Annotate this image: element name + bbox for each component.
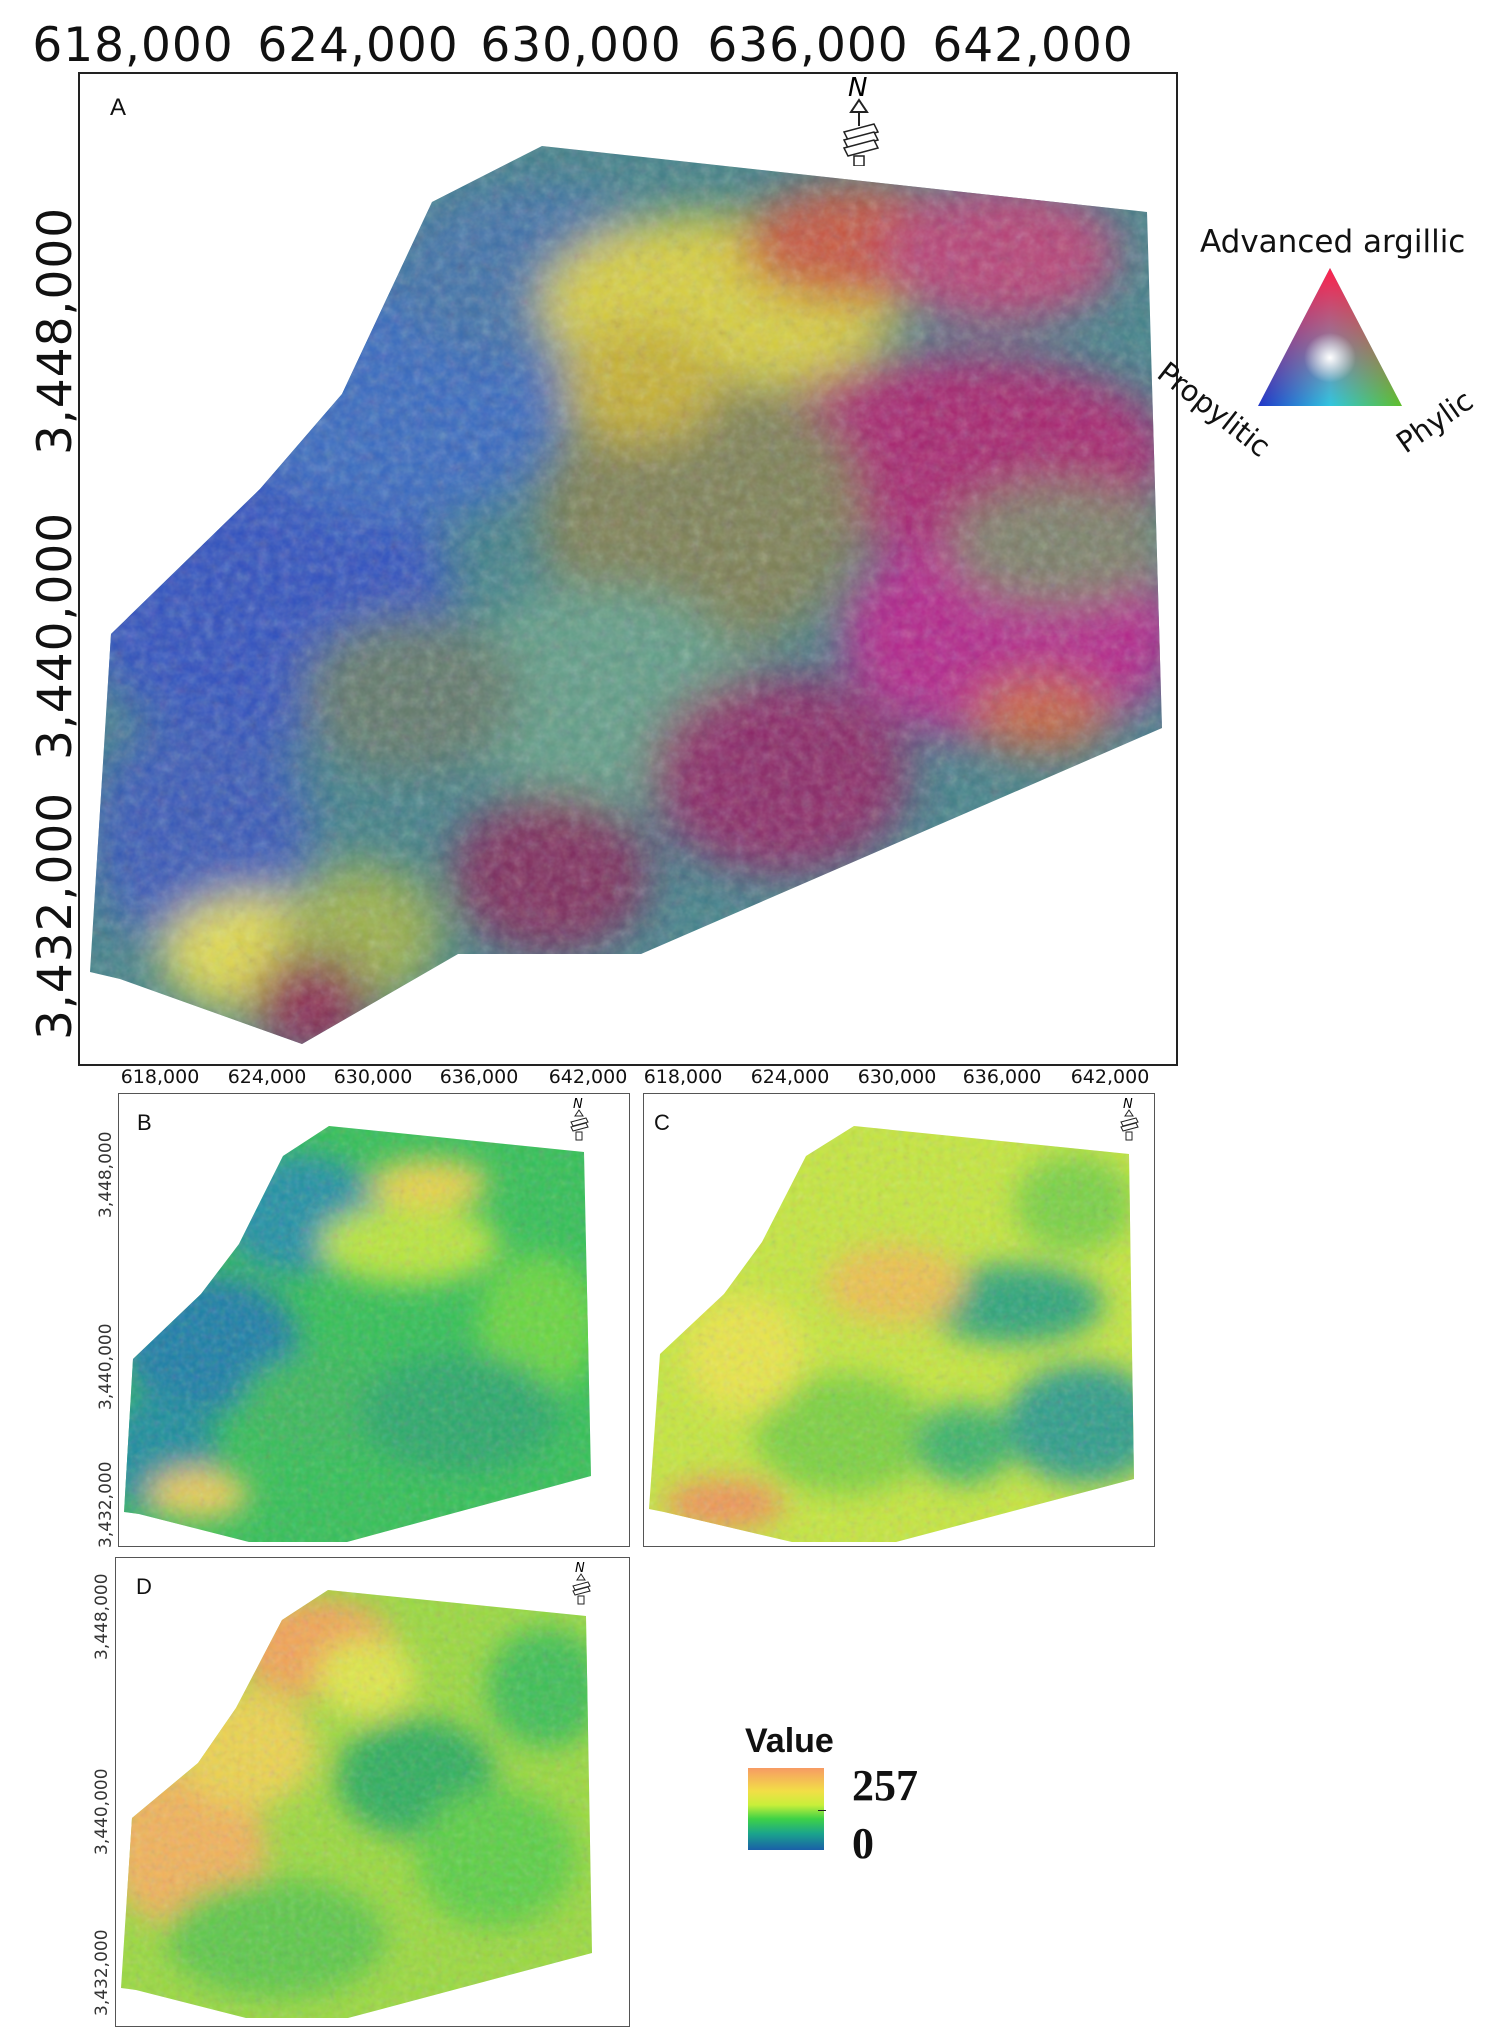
panel-c-index-map	[649, 1126, 1134, 1542]
north-arrow-icon-c: N	[1119, 1096, 1149, 1149]
x-tick-618000: 618,000	[32, 18, 234, 73]
x-tick-636000-c: 636,000	[962, 1066, 1042, 1088]
value-legend-color-ramp	[748, 1768, 824, 1850]
north-label-b: N	[573, 1097, 583, 1112]
north-arrow-icon: N	[838, 73, 898, 171]
b-y-tick-3432000: 3,432,000	[96, 1461, 116, 1548]
d-y-tick-3440000: 3,440,000	[92, 1768, 112, 1855]
panel-a-frame: A	[78, 72, 1178, 1066]
panel-b-index-map	[124, 1126, 591, 1542]
value-legend-max: 257	[852, 1761, 918, 1810]
x-tick-642000-c: 642,000	[1070, 1066, 1150, 1088]
x-tick-624000-c: 624,000	[750, 1066, 830, 1088]
x-tick-624000-b: 624,000	[227, 1066, 307, 1088]
panel-a-letter: A	[110, 94, 127, 121]
x-tick-618000-b: 618,000	[120, 1066, 200, 1088]
north-label: N	[848, 74, 867, 103]
north-label-c: N	[1123, 1097, 1133, 1112]
panel-d-frame: D N	[115, 1557, 630, 2027]
x-tick-642000: 642,000	[932, 18, 1134, 73]
b-y-tick-3448000: 3,448,000	[96, 1131, 116, 1218]
x-tick-636000: 636,000	[707, 18, 909, 73]
panel-d-letter: D	[136, 1574, 152, 1599]
panel-b-letter: B	[137, 1110, 152, 1135]
x-tick-636000-b: 636,000	[439, 1066, 519, 1088]
panel-c-frame: C N	[643, 1093, 1155, 1547]
value-legend-min: 0	[852, 1819, 874, 1868]
panel-a-alteration-map	[90, 146, 1162, 1044]
x-tick-630000: 630,000	[480, 18, 682, 73]
x-tick-630000-b: 630,000	[333, 1066, 413, 1088]
x-tick-624000: 624,000	[257, 18, 459, 73]
d-y-tick-3448000: 3,448,000	[92, 1573, 112, 1660]
y-tick-3440000: 3,440,000	[28, 511, 83, 760]
ternary-top-label: Advanced argillic	[1200, 224, 1466, 260]
north-arrow-icon-d: N	[571, 1560, 601, 1613]
north-arrow-icon-b: N	[569, 1096, 599, 1149]
y-tick-3432000: 3,432,000	[28, 791, 83, 1040]
b-y-tick-3440000: 3,440,000	[96, 1323, 116, 1410]
value-legend-title: Value	[745, 1722, 834, 1760]
ternary-color-triangle	[1258, 268, 1402, 406]
x-tick-630000-c: 630,000	[857, 1066, 937, 1088]
panel-b-frame: B N	[118, 1093, 630, 1547]
panel-c-letter: C	[654, 1110, 670, 1135]
value-legend-tick	[818, 1810, 826, 1811]
x-tick-618000-c: 618,000	[643, 1066, 723, 1088]
x-tick-642000-b: 642,000	[548, 1066, 628, 1088]
y-tick-3448000: 3,448,000	[28, 206, 83, 455]
north-label-d: N	[575, 1561, 585, 1576]
d-y-tick-3432000: 3,432,000	[92, 1929, 112, 2016]
panel-d-index-map	[121, 1590, 592, 2018]
